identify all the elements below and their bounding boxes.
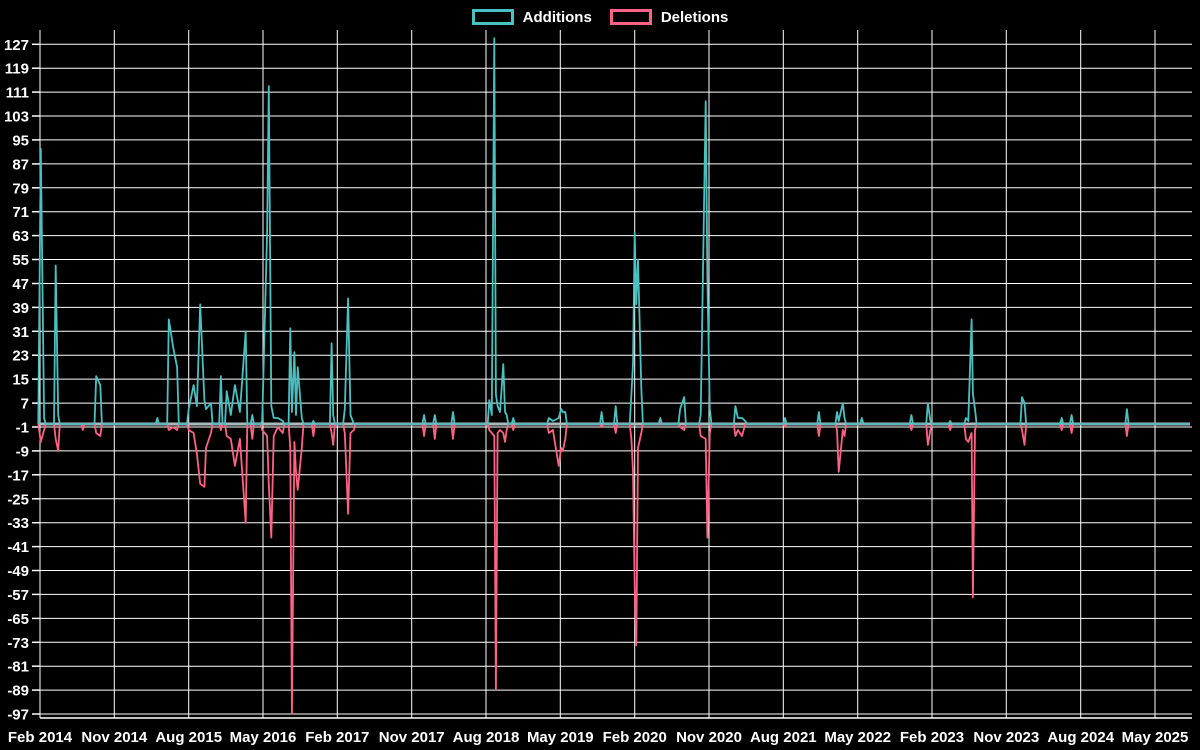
y-tick-label: -33 xyxy=(7,515,29,532)
y-tick-label: -25 xyxy=(7,491,29,508)
y-tick-label: -73 xyxy=(7,635,29,652)
y-tick-label: -41 xyxy=(7,539,29,556)
x-tick-label: Feb 2023 xyxy=(900,729,964,746)
y-tick-label: -89 xyxy=(7,683,29,700)
y-tick-label: 119 xyxy=(5,61,29,78)
y-tick-label: 23 xyxy=(12,348,29,365)
y-tick-label: 31 xyxy=(12,324,29,341)
y-tick-label: -65 xyxy=(7,611,29,628)
x-tick-label: Aug 2024 xyxy=(1047,729,1114,746)
deletions-line xyxy=(37,423,1190,715)
y-tick-label: 111 xyxy=(6,85,29,102)
x-tick-label: Feb 2014 xyxy=(8,729,73,746)
y-tick-label: -9 xyxy=(16,443,29,460)
additions-swatch-icon xyxy=(471,9,514,25)
y-tick-label: 95 xyxy=(12,132,29,149)
x-tick-label: May 2022 xyxy=(824,729,891,746)
x-tick-label: Aug 2018 xyxy=(453,729,520,746)
x-tick-label: Nov 2014 xyxy=(81,729,148,746)
y-tick-label: 15 xyxy=(12,372,29,389)
y-tick-label: 55 xyxy=(12,252,29,269)
x-tick-label: May 2019 xyxy=(527,729,594,746)
y-tick-label: 87 xyxy=(12,156,29,173)
legend-label-additions: Additions xyxy=(522,8,592,26)
deletions-series-path xyxy=(37,423,1190,715)
x-tick-label: Aug 2021 xyxy=(750,729,817,746)
y-tick-label: 71 xyxy=(12,204,29,221)
deletions-swatch-icon xyxy=(609,9,652,25)
legend-item-deletions[interactable]: Deletions xyxy=(609,8,729,26)
additions-line xyxy=(37,37,1190,425)
x-tick-label: May 2025 xyxy=(1122,729,1189,746)
axis-tick-marks xyxy=(32,43,40,715)
x-tick-label: Nov 2020 xyxy=(676,729,742,746)
additions-series-path xyxy=(37,37,1190,425)
grid-lines xyxy=(39,30,1192,719)
y-tick-label: -57 xyxy=(7,587,29,604)
x-tick-label: Feb 2020 xyxy=(603,729,667,746)
y-axis-labels: 127 119 111 103 95 87 79 71 63 55 47 39 31 23 15 7 -1 -9 -… xyxy=(4,37,29,724)
y-tick-label: 7 xyxy=(21,396,29,413)
y-tick-label: -1 xyxy=(16,420,29,437)
x-tick-label: Nov 2023 xyxy=(973,729,1039,746)
y-tick-label: 39 xyxy=(12,300,29,317)
legend-label-deletions: Deletions xyxy=(660,8,729,26)
x-tick-label: Nov 2017 xyxy=(379,729,445,746)
y-tick-label: 47 xyxy=(12,276,29,293)
y-tick-label: 63 xyxy=(12,228,29,245)
y-tick-label: 103 xyxy=(4,109,29,126)
x-tick-label: May 2016 xyxy=(230,729,297,746)
y-tick-label: -17 xyxy=(7,467,29,484)
x-tick-label: Feb 2017 xyxy=(305,729,369,746)
y-tick-label: -97 xyxy=(7,707,29,724)
x-tick-label: Aug 2015 xyxy=(155,729,222,746)
y-tick-label: 127 xyxy=(4,37,29,54)
y-tick-label: -81 xyxy=(7,659,29,676)
chart-legend: Additions Deletions xyxy=(0,6,1200,28)
x-axis-labels: Feb 2014 Nov 2014 Aug 2015 May 2016 Feb 2017… xyxy=(8,729,1188,746)
y-tick-label: -49 xyxy=(7,563,29,580)
legend-item-additions[interactable]: Additions xyxy=(471,8,592,26)
y-tick-label: 79 xyxy=(12,180,29,197)
